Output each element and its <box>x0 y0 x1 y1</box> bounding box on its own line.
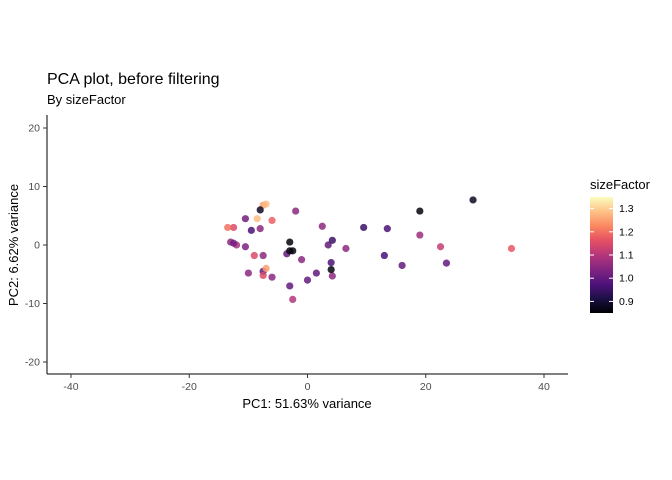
data-point <box>259 271 267 280</box>
colorbar-tick-label: 1.2 <box>619 226 634 238</box>
data-point <box>247 226 255 234</box>
data-point <box>383 225 391 233</box>
x-tick-label: -40 <box>63 381 78 393</box>
data-point <box>328 236 336 244</box>
data-point <box>416 231 424 239</box>
colorbar-legend: sizeFactor 0.9 1.0 1.1 1.2 1.3 <box>590 177 651 313</box>
data-point <box>318 222 326 230</box>
data-point <box>259 251 267 260</box>
data-point <box>398 261 406 270</box>
data-point <box>507 244 516 253</box>
data-point <box>268 216 276 225</box>
colorbar-tick-label: 1.3 <box>619 203 634 215</box>
data-point <box>262 200 270 208</box>
colorbar-tick-label: 1.0 <box>619 273 634 285</box>
data-point <box>289 295 297 304</box>
x-tick-label: 20 <box>420 381 432 393</box>
data-point <box>292 207 300 215</box>
data-point <box>380 251 388 260</box>
data-point <box>286 282 294 290</box>
y-axis-title: PC2: 6.62% variance <box>6 184 21 306</box>
data-point <box>268 273 276 281</box>
chart-subtitle: By sizeFactor <box>47 92 126 107</box>
data-point <box>289 247 297 255</box>
data-point <box>229 239 238 247</box>
plot-panel: -40 -20 0 20 40 -20 -10 0 10 20 <box>25 115 568 393</box>
data-point <box>324 241 332 249</box>
y-tick-label: -20 <box>25 357 40 369</box>
data-point <box>328 272 336 280</box>
data-point <box>253 215 261 223</box>
x-tick-label: -20 <box>182 381 197 393</box>
data-point <box>416 207 424 215</box>
data-point <box>469 196 477 204</box>
y-tick-label: -10 <box>25 298 40 310</box>
x-tick-label: 0 <box>305 381 311 393</box>
x-axis-title: PC1: 51.63% variance <box>242 396 371 411</box>
data-point <box>244 269 252 277</box>
chart-title: PCA plot, before filtering <box>47 71 220 88</box>
data-point <box>342 244 350 253</box>
colorbar-tick-label: 1.1 <box>619 250 634 262</box>
data-point <box>442 259 451 267</box>
data-point <box>262 264 270 272</box>
colorbar <box>590 197 613 313</box>
data-point <box>303 276 312 284</box>
data-point <box>327 258 335 267</box>
data-points <box>224 196 516 304</box>
colorbar-ticks: 0.9 1.0 1.1 1.2 1.3 <box>590 203 634 308</box>
y-tick-label: 10 <box>28 181 40 193</box>
data-point <box>229 223 238 232</box>
y-axis-ticks: -20 -10 0 10 20 <box>25 123 47 369</box>
data-point <box>436 243 445 251</box>
data-point <box>312 269 320 277</box>
data-point <box>224 223 232 232</box>
colorbar-tick-label: 0.9 <box>619 296 634 308</box>
x-tick-label: 40 <box>538 381 550 393</box>
data-point <box>241 243 250 251</box>
data-point <box>327 265 335 274</box>
y-tick-label: 20 <box>28 123 40 135</box>
data-point <box>286 238 294 246</box>
y-tick-label: 0 <box>34 240 40 252</box>
x-axis-ticks: -40 -20 0 20 40 <box>63 374 550 393</box>
legend-title: sizeFactor <box>590 177 651 192</box>
data-point <box>250 251 258 260</box>
data-point <box>360 223 368 232</box>
data-point <box>297 256 306 264</box>
data-point <box>256 225 264 233</box>
data-point <box>241 215 250 223</box>
data-point <box>256 206 264 214</box>
